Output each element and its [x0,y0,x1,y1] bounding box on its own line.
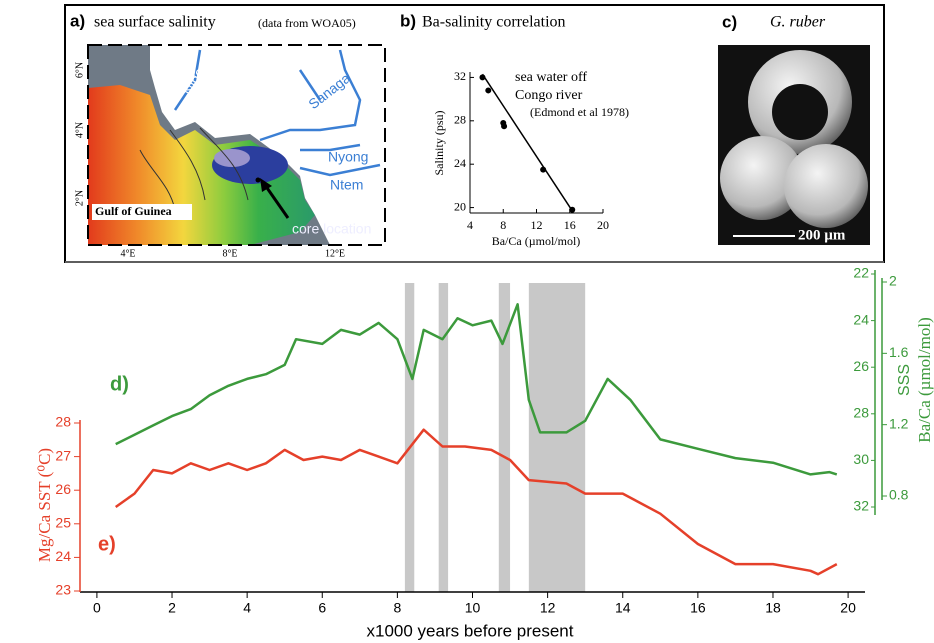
panel-title: Ba-salinity correlation [422,14,566,31]
y-tick-label: 27 [55,447,71,463]
x-tick-label: 12 [531,218,543,232]
x-tick-label: 2 [168,600,176,616]
y2-tick-label: 24 [853,311,869,327]
panel-label: a) [70,11,85,30]
core-label: core location [292,221,371,237]
series-line [114,428,838,576]
shaded-interval [528,283,586,592]
point [540,166,547,173]
shaded-interval [404,283,415,592]
series-label: e) [98,533,116,555]
latitude-label: 4°N [74,122,85,138]
point [501,123,508,130]
sea-label: Gulf of Guinea [95,204,172,218]
point [479,74,486,81]
y-tick-label: 20 [454,199,466,213]
point [485,87,492,94]
x-tick-label: 12 [540,600,556,616]
panel-title: G. ruber [770,14,826,31]
longitude-label: 8°E [222,248,237,259]
annotation: (Edmond et al 1978) [530,105,629,119]
longitude-label: 12°E [325,248,345,259]
y2-tick-label: 28 [853,405,869,421]
river-label: Ntem [330,177,363,193]
point [569,206,576,213]
x-tick-label: 16 [690,600,706,616]
x-axis-label: Ba/Ca (µmol/mol) [492,234,581,248]
x-tick-label: 4 [467,218,473,232]
y-tick-label: 24 [55,548,71,564]
label-background [92,204,192,220]
y-tick-label: 28 [454,113,466,127]
river-label: Nyong [328,149,368,165]
longitude-label: 4°E [120,248,135,259]
panel-label: c) [722,12,737,31]
x-tick-label: 18 [765,600,781,616]
x-tick-label: 6 [318,600,326,616]
y3-tick-label: 0.8 [889,487,909,503]
y-axis-label: Salinity (psu) [432,110,446,175]
y-axis-label: Mg/Ca SST (⁰C) [35,448,54,562]
y-tick-label: 25 [55,515,71,531]
series-label: d) [110,373,129,395]
y2-tick-label: 32 [853,498,869,514]
y2-tick-label: 26 [853,358,869,374]
x-tick-label: 16 [564,218,576,232]
y-tick-label: 23 [55,582,71,598]
y2-axis-label: SSS [896,364,913,396]
y-tick-label: 32 [454,69,466,83]
x-tick-label: 0 [93,600,101,616]
annotation: sea water off [515,70,587,85]
panel-source: (data from WOA05) [258,16,356,30]
y2-tick-label: 22 [853,265,869,281]
x-tick-label: 20 [840,600,856,616]
y3-axis-label: Ba/Ca (µmol/mol) [915,317,934,442]
x-axis-label: x1000 years before present [367,621,574,640]
shaded-interval [438,283,449,592]
x-tick-label: 14 [615,600,631,616]
x-tick-label: 8 [500,218,506,232]
y-tick-label: 26 [55,481,71,497]
y2-tick-label: 30 [853,451,869,467]
latitude-label: 6°N [74,62,85,78]
scale-label: 200 µm [798,227,846,243]
x-tick-label: 4 [243,600,251,616]
y3-tick-label: 2 [889,273,897,289]
y-tick-label: 28 [55,414,71,430]
x-tick-label: 10 [465,600,481,616]
series-line [115,303,838,476]
latitude-label: 2°N [74,190,85,206]
x-tick-label: 8 [393,600,401,616]
y-tick-label: 24 [454,156,466,170]
shaded-interval [498,283,511,592]
x-tick-label: 20 [597,218,609,232]
annotation: Congo river [515,88,583,103]
fit-line [481,73,573,212]
y3-tick-label: 1.6 [889,344,909,360]
y3-tick-label: 1.2 [889,415,909,431]
photo [718,45,870,245]
panel-label: b) [400,11,416,30]
panel-title: sea surface salinity [94,14,216,31]
